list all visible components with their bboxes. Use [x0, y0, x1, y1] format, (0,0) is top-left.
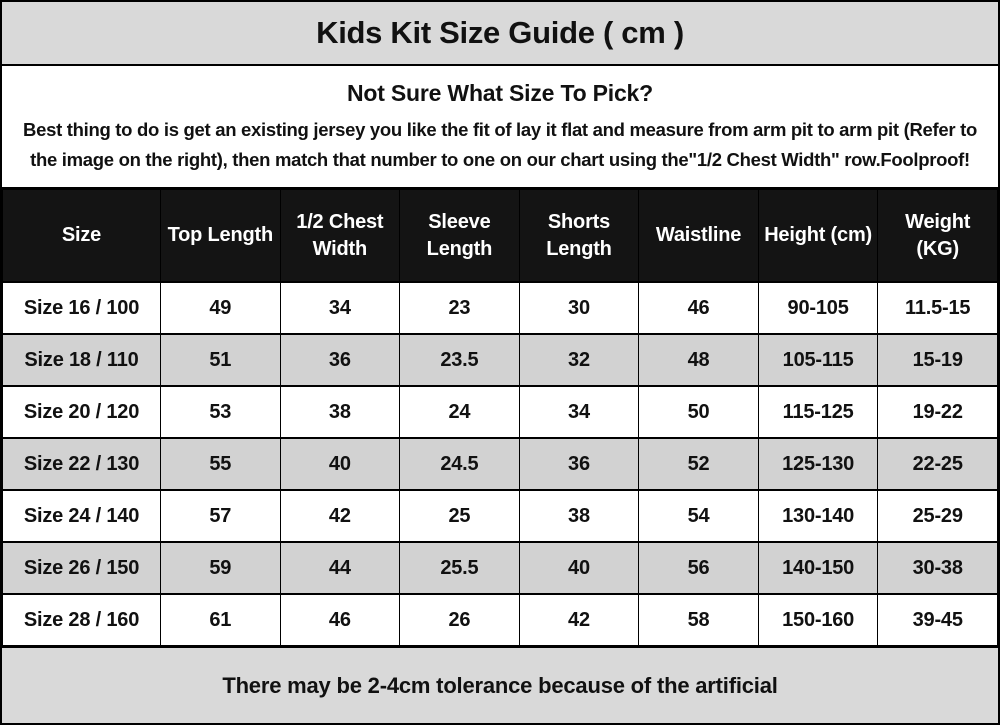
- cell-height: 150-160: [757, 593, 879, 646]
- cell-sleeve-length: 24: [399, 385, 520, 439]
- cell-weight: 11.5-15: [877, 281, 998, 335]
- page-title: Kids Kit Size Guide ( cm ): [316, 15, 684, 50]
- cell-shorts-length: 36: [518, 437, 640, 491]
- cell-sleeve-length: 24.5: [399, 437, 520, 491]
- cell-waistline: 48: [638, 333, 759, 387]
- cell-size: Size 20 / 120: [2, 385, 161, 439]
- column-header-waistline: Waistline: [638, 189, 759, 283]
- cell-waistline: 54: [638, 489, 759, 543]
- info-section: Not Sure What Size To Pick? Best thing t…: [2, 66, 998, 189]
- cell-weight: 25-29: [877, 489, 998, 543]
- cell-half-chest-width: 36: [279, 333, 401, 387]
- table-row: Size 22 / 130 55 40 24.5 36 52 125-130 2…: [2, 437, 998, 491]
- column-header-shorts-length: Shorts Length: [518, 189, 640, 283]
- cell-size: Size 28 / 160: [2, 593, 161, 646]
- cell-height: 140-150: [757, 541, 879, 595]
- cell-shorts-length: 30: [518, 281, 640, 335]
- cell-size: Size 26 / 150: [2, 541, 161, 595]
- cell-half-chest-width: 38: [279, 385, 401, 439]
- table-row: Size 16 / 100 49 34 23 30 46 90-105 11.5…: [2, 281, 998, 335]
- table-row: Size 18 / 110 51 36 23.5 32 48 105-115 1…: [2, 333, 998, 387]
- cell-top-length: 61: [160, 593, 281, 646]
- title-bar: Kids Kit Size Guide ( cm ): [2, 2, 998, 66]
- cell-half-chest-width: 44: [279, 541, 401, 595]
- cell-height: 105-115: [757, 333, 879, 387]
- table-row: Size 20 / 120 53 38 24 34 50 115-125 19-…: [2, 385, 998, 439]
- cell-top-length: 57: [160, 489, 281, 543]
- cell-waistline: 52: [638, 437, 759, 491]
- cell-shorts-length: 42: [518, 593, 640, 646]
- cell-half-chest-width: 42: [279, 489, 401, 543]
- cell-height: 125-130: [757, 437, 879, 491]
- cell-half-chest-width: 34: [279, 281, 401, 335]
- table-row: Size 28 / 160 61 46 26 42 58 150-160 39-…: [2, 593, 998, 646]
- cell-waistline: 50: [638, 385, 759, 439]
- cell-height: 115-125: [757, 385, 879, 439]
- cell-size: Size 16 / 100: [2, 281, 161, 335]
- column-header-weight: Weight (KG): [877, 189, 998, 283]
- cell-shorts-length: 32: [518, 333, 640, 387]
- cell-size: Size 22 / 130: [2, 437, 161, 491]
- cell-weight: 39-45: [877, 593, 998, 646]
- cell-shorts-length: 38: [518, 489, 640, 543]
- info-heading: Not Sure What Size To Pick?: [347, 80, 653, 106]
- column-header-height: Height (cm): [757, 189, 879, 283]
- tolerance-note: There may be 2-4cm tolerance because of …: [222, 672, 778, 698]
- cell-half-chest-width: 40: [279, 437, 401, 491]
- cell-sleeve-length: 23.5: [399, 333, 520, 387]
- cell-top-length: 55: [160, 437, 281, 491]
- size-table: Size Top Length 1/2 Chest Width Sleeve L…: [2, 189, 998, 646]
- cell-top-length: 49: [160, 281, 281, 335]
- cell-sleeve-length: 25.5: [399, 541, 520, 595]
- cell-weight: 19-22: [877, 385, 998, 439]
- cell-shorts-length: 34: [518, 385, 640, 439]
- cell-half-chest-width: 46: [279, 593, 401, 646]
- cell-waistline: 58: [638, 593, 759, 646]
- cell-size: Size 18 / 110: [2, 333, 161, 387]
- cell-sleeve-length: 23: [399, 281, 520, 335]
- column-header-sleeve-length: Sleeve Length: [399, 189, 520, 283]
- cell-weight: 30-38: [877, 541, 998, 595]
- cell-size: Size 24 / 140: [2, 489, 161, 543]
- cell-sleeve-length: 26: [399, 593, 520, 646]
- column-header-size: Size: [2, 189, 161, 283]
- cell-weight: 15-19: [877, 333, 998, 387]
- cell-shorts-length: 40: [518, 541, 640, 595]
- table-header-row: Size Top Length 1/2 Chest Width Sleeve L…: [2, 189, 998, 283]
- cell-weight: 22-25: [877, 437, 998, 491]
- cell-sleeve-length: 25: [399, 489, 520, 543]
- cell-waistline: 56: [638, 541, 759, 595]
- cell-top-length: 59: [160, 541, 281, 595]
- table-row: Size 26 / 150 59 44 25.5 40 56 140-150 3…: [2, 541, 998, 595]
- column-header-half-chest-width: 1/2 Chest Width: [279, 189, 401, 283]
- info-body: Best thing to do is get an existing jers…: [23, 119, 977, 170]
- cell-height: 90-105: [757, 281, 879, 335]
- cell-top-length: 53: [160, 385, 281, 439]
- tolerance-footer: There may be 2-4cm tolerance because of …: [2, 646, 998, 723]
- table-row: Size 24 / 140 57 42 25 38 54 130-140 25-…: [2, 489, 998, 543]
- cell-top-length: 51: [160, 333, 281, 387]
- cell-waistline: 46: [638, 281, 759, 335]
- cell-height: 130-140: [757, 489, 879, 543]
- column-header-top-length: Top Length: [160, 189, 281, 283]
